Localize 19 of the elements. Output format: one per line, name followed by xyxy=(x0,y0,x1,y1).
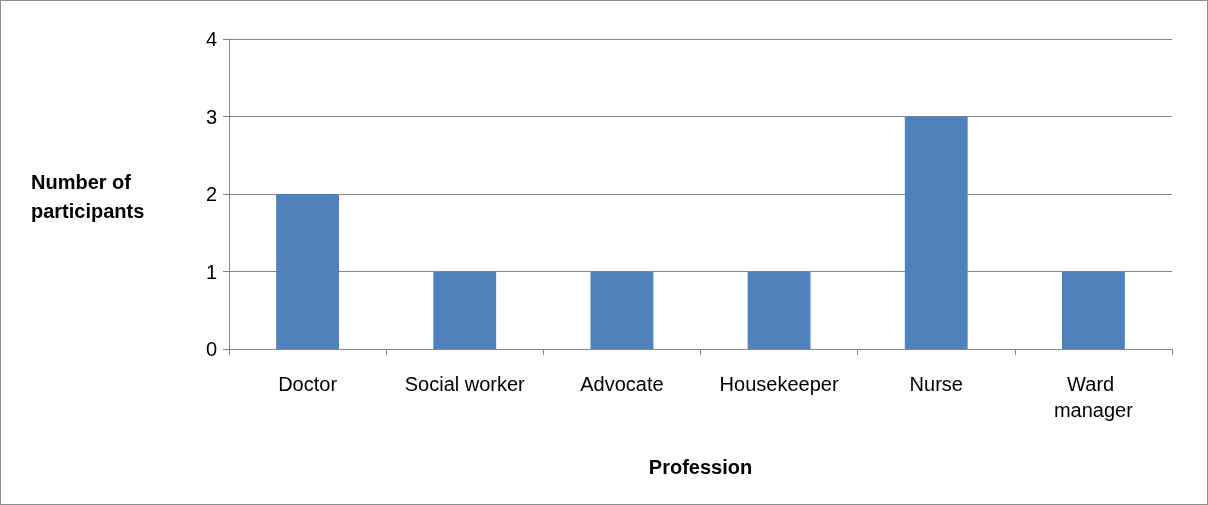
x-tick-label: Nurse xyxy=(909,373,963,395)
bar xyxy=(747,271,811,349)
bar xyxy=(276,194,340,349)
bar xyxy=(1061,271,1125,349)
x-tick-label: Ward manager xyxy=(1053,373,1134,421)
bar xyxy=(590,271,654,349)
y-tick-label: 3 xyxy=(205,105,217,128)
y-axis-title: Number of participants xyxy=(31,170,145,222)
y-tick-label: 4 xyxy=(205,28,217,50)
x-tick-label: Social worker xyxy=(404,373,526,395)
y-tick-label: 0 xyxy=(205,338,217,360)
x-axis-title: Profession xyxy=(648,456,753,478)
x-tick-label: Advocate xyxy=(580,373,664,395)
y-tick-label: 1 xyxy=(205,260,217,283)
x-tick-label: Housekeeper xyxy=(719,373,839,395)
bar xyxy=(433,271,497,349)
y-tick-label: 2 xyxy=(205,183,217,205)
x-tick-label: Doctor xyxy=(278,373,338,395)
bar xyxy=(904,116,968,349)
